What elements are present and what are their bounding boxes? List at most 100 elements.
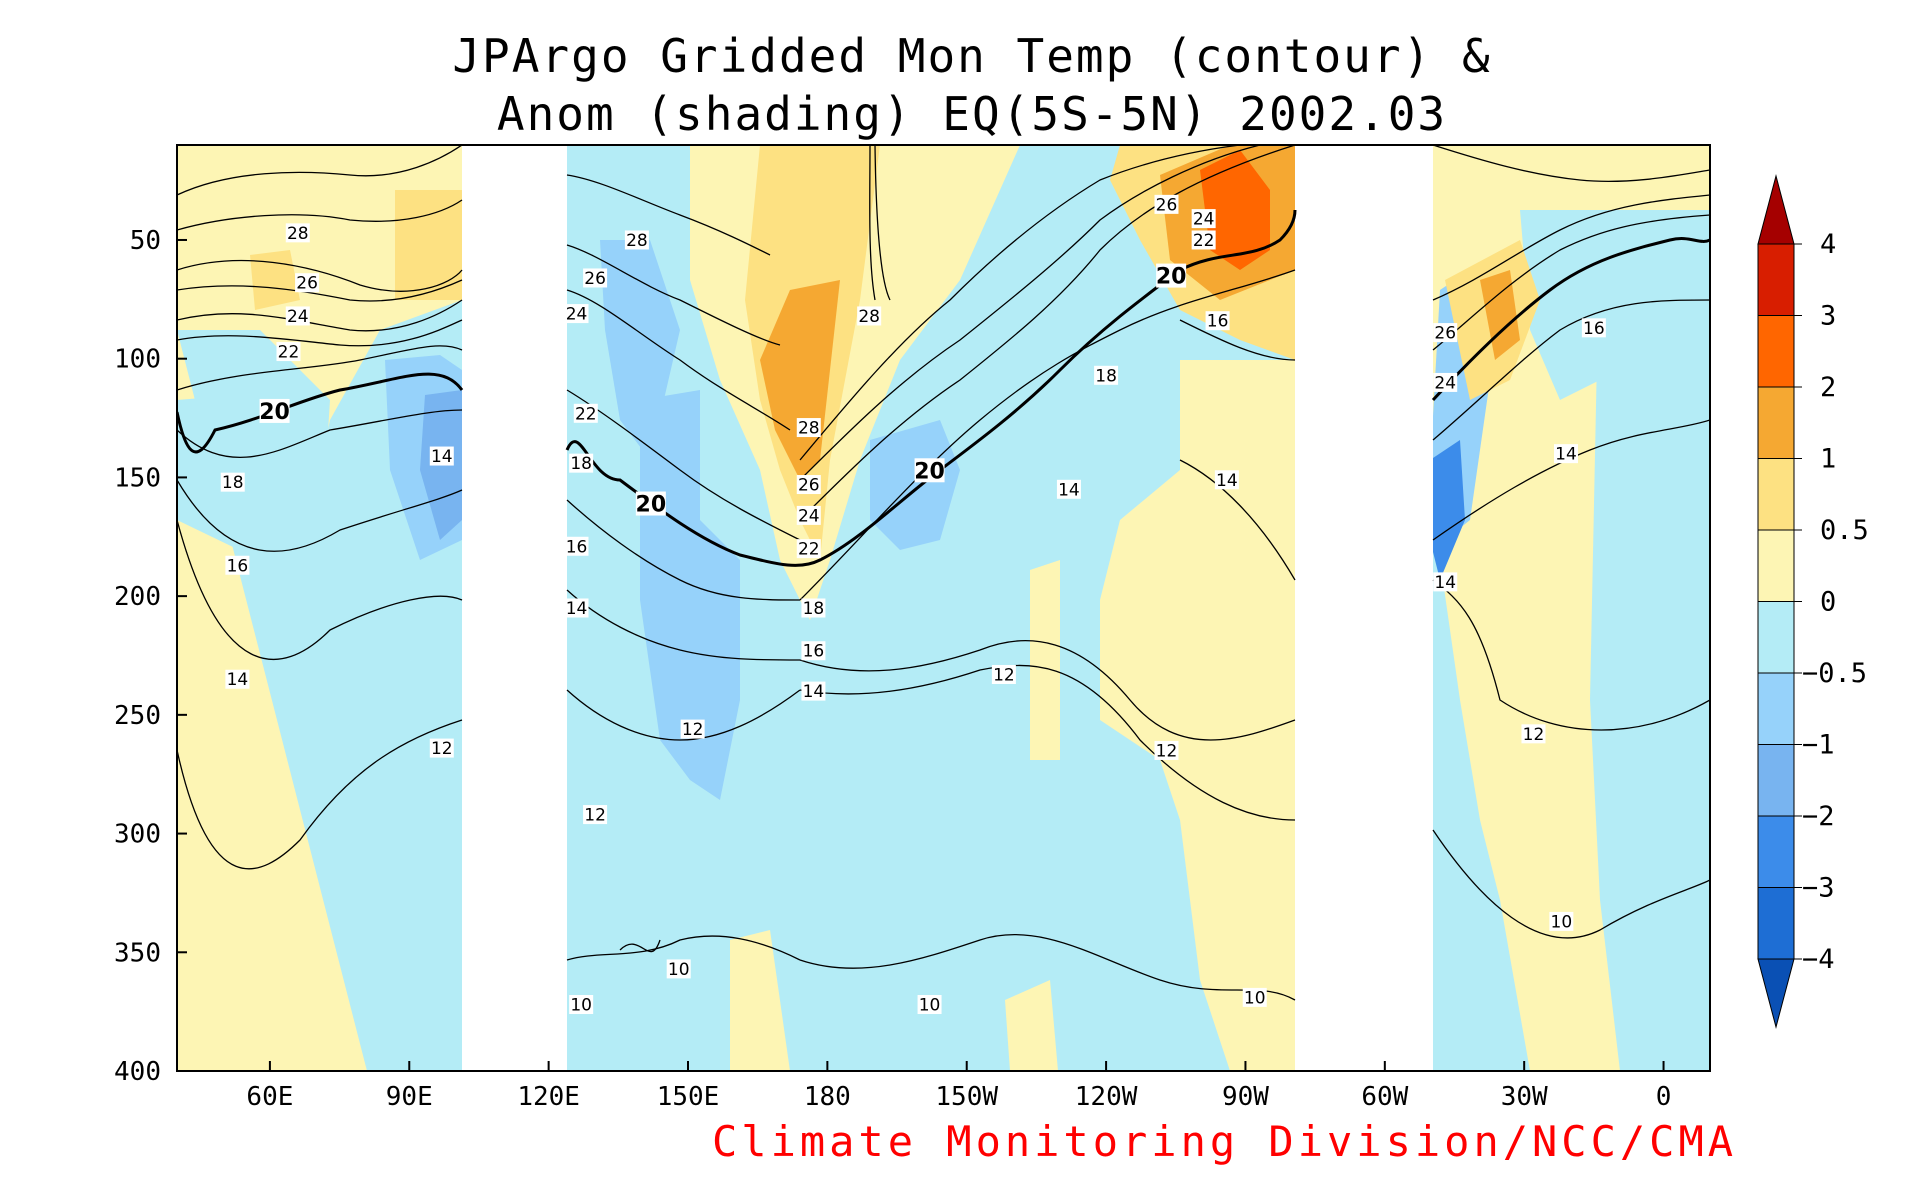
contour-label: 12: [584, 806, 606, 826]
contour-label: 10: [570, 996, 592, 1016]
colorbar-extend-top: [1757, 174, 1795, 245]
contour-label: 14: [1434, 573, 1456, 593]
contour-label: 22: [1193, 231, 1215, 251]
contour-label: 16: [566, 537, 588, 557]
colorbar-segment: [1757, 315, 1795, 388]
x-tick-label: 90W: [1222, 1082, 1269, 1112]
contour-label: 22: [798, 540, 820, 560]
x-tick-label: 120E: [517, 1082, 580, 1112]
contour-label-bg: [225, 669, 250, 689]
contour-label-bg: [1191, 209, 1216, 229]
contour-label: 18: [1095, 366, 1117, 386]
contour-label: 28: [626, 231, 648, 251]
contour-label: 14: [431, 447, 453, 467]
y-tick-label: 150: [114, 463, 161, 493]
contour-label: 14: [1216, 471, 1238, 491]
colorbar-label: −3: [1802, 873, 1835, 904]
y-tick-label: 100: [114, 345, 161, 375]
contour-label: 26: [296, 274, 318, 294]
x-tick-label: 150W: [935, 1082, 998, 1112]
contour-label: 26: [584, 269, 606, 289]
contour-label-bg: [624, 230, 649, 250]
contour-label: 24: [1434, 373, 1456, 393]
contour-label: 26: [1434, 324, 1456, 344]
colorbar-segment: [1757, 458, 1795, 531]
contour-label: 14: [566, 599, 588, 619]
contour-label: 12: [431, 739, 453, 759]
contour-label-bg: [917, 995, 942, 1015]
contour-label-bg: [801, 641, 826, 661]
contour-label: 28: [798, 419, 820, 439]
contour-label-bg: [1521, 724, 1546, 744]
colorbar-segment: [1757, 601, 1795, 674]
colorbar-label: 3: [1820, 301, 1836, 332]
colorbar-segment: [1757, 672, 1795, 745]
contour-label: 14: [227, 670, 249, 690]
y-tick-label: 300: [114, 820, 161, 850]
contour-label-bg: [583, 268, 608, 288]
contour-label: 24: [798, 506, 820, 526]
contour-label: 24: [1193, 210, 1215, 230]
contour-label: 12: [682, 720, 704, 740]
contour-label-bg: [1154, 740, 1179, 760]
contour-label-bg: [583, 805, 608, 825]
contour-label-bg: [796, 475, 821, 495]
contour-label-bg: [220, 472, 245, 492]
x-tick-label: 120W: [1075, 1082, 1138, 1112]
contour-label-bg: [635, 491, 666, 516]
contour-label-bg: [1433, 572, 1458, 592]
contour-label-bg: [801, 681, 826, 701]
contour-label-bg: [1191, 230, 1216, 250]
contour-label: 18: [222, 473, 244, 493]
missing-data-gap: [462, 145, 567, 1071]
contour-label-bg: [573, 403, 598, 423]
colorbar-segment: [1757, 744, 1795, 817]
x-tick-label: 180: [804, 1082, 851, 1112]
y-tick-label: 50: [130, 226, 161, 256]
contour-label-bg: [1553, 444, 1578, 464]
contour-label-bg: [429, 446, 454, 466]
contour-label: 20: [259, 400, 290, 425]
chart-title-line1: JPArgo Gridded Mon Temp (contour) &: [452, 29, 1491, 83]
contour-label: 26: [1156, 195, 1178, 215]
contour-label-bg: [1156, 263, 1187, 288]
contour-label: 18: [803, 599, 825, 619]
contour-label-bg: [1214, 470, 1239, 490]
chart-title-line2: Anom (shading) EQ(5S-5N) 2002.03: [497, 87, 1447, 141]
contour-label-bg: [796, 418, 821, 438]
contour-label-bg: [1549, 911, 1574, 931]
colorbar-segment: [1757, 815, 1795, 888]
colorbar-label: −2: [1802, 801, 1835, 832]
y-tick-label: 350: [114, 938, 161, 968]
contour-label-bg: [1433, 372, 1458, 392]
contour-label: 12: [1156, 741, 1178, 761]
contour-label-bg: [569, 453, 594, 473]
x-axis: 60E 90E 120E 150E 180 150W 120W 90W 60W 30W 0: [246, 1061, 1671, 1112]
contour-label-bg: [680, 719, 705, 739]
contour-label-bg: [1205, 311, 1230, 331]
colorbar-label: −0.5: [1802, 658, 1867, 689]
colorbar-extend-bottom: [1757, 958, 1795, 1029]
contour-label: 28: [287, 224, 309, 244]
x-tick-label: 0: [1656, 1082, 1672, 1112]
contour-label-bg: [564, 536, 589, 556]
contour-label: 28: [858, 307, 880, 327]
contour-label: 20: [636, 493, 667, 518]
contour-label-bg: [1242, 987, 1267, 1007]
contour-label-bg: [857, 306, 882, 326]
contour-label-bg: [666, 959, 691, 979]
contour-label-bg: [796, 539, 821, 559]
contour-label-bg: [564, 598, 589, 618]
x-tick-label: 60E: [246, 1082, 293, 1112]
colorbar-label: 0.5: [1820, 515, 1869, 546]
contour-label-bg: [259, 398, 290, 423]
colorbar-label: −1: [1802, 730, 1835, 761]
y-axis: 50 100 150 200 250 300 350 400: [114, 226, 187, 1087]
contour-label: 10: [919, 996, 941, 1016]
colorbar-segment: [1757, 529, 1795, 602]
contour-label-bg: [914, 458, 945, 483]
contour-label: 16: [227, 556, 249, 576]
contour-label-bg: [1056, 479, 1081, 499]
contour-label-bg: [285, 223, 310, 243]
contour-label: 10: [1244, 988, 1266, 1008]
